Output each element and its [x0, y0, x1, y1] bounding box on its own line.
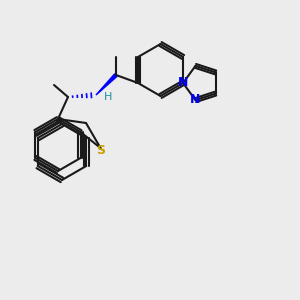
Text: N: N [190, 93, 201, 106]
Polygon shape [96, 74, 117, 95]
Text: H: H [104, 92, 112, 102]
Text: N: N [178, 76, 188, 88]
Text: S: S [96, 143, 105, 157]
